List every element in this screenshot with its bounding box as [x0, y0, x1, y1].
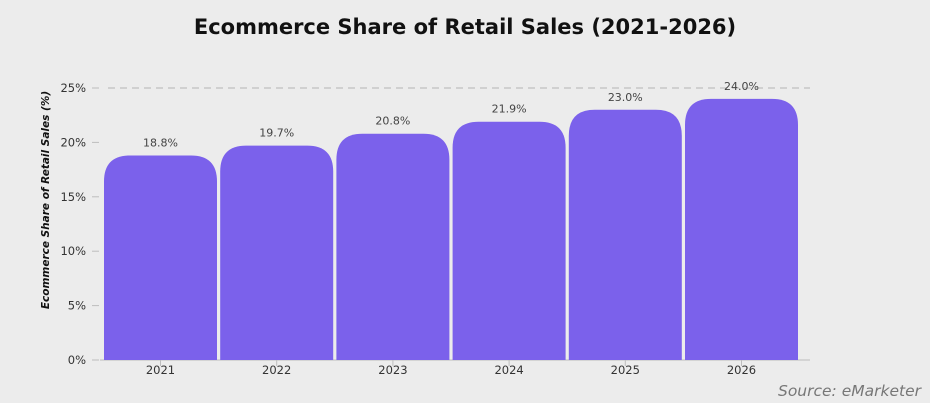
x-tick-label-2021: 2021	[146, 363, 175, 377]
data-label-2023: 20.8%	[375, 115, 410, 128]
x-tick-label-2022: 2022	[262, 363, 291, 377]
y-axis-label: Ecommerce Share of Retail Sales (%)	[40, 91, 52, 309]
data-label-2024: 21.9%	[492, 103, 527, 116]
y-tick-label: 15%	[60, 190, 86, 204]
x-axis: 2021 2022 2023 2024 2025 2026	[146, 360, 756, 377]
y-tick-label: 5%	[68, 299, 86, 313]
bar-2021	[104, 155, 217, 360]
bar-2023	[336, 133, 450, 360]
y-axis: 0% 5% 10% 15% 20% 25%	[60, 81, 99, 367]
y-tick-label: 25%	[60, 81, 86, 95]
bar-2025	[568, 109, 682, 360]
y-tick-label: 20%	[60, 135, 86, 149]
data-label-2025: 23.0%	[608, 91, 643, 104]
y-tick-label: 10%	[60, 244, 86, 258]
x-tick-label-2023: 2023	[378, 363, 407, 377]
source-note: Source: eMarketer	[778, 382, 923, 400]
bar-2026	[685, 98, 798, 360]
data-label-2022: 19.7%	[259, 127, 294, 140]
bar-2022	[220, 145, 334, 360]
y-tick-label: 0%	[68, 353, 86, 367]
bars: 18.8% 19.7% 20.8% 21.9% 23.0% 24.0%	[104, 80, 798, 360]
data-label-2021: 18.8%	[143, 136, 178, 149]
x-tick-label-2024: 2024	[494, 363, 523, 377]
bar-2024	[452, 121, 566, 360]
chart-title: Ecommerce Share of Retail Sales (2021-20…	[194, 15, 736, 39]
x-tick-label-2026: 2026	[727, 363, 756, 377]
data-label-2026: 24.0%	[724, 80, 759, 93]
x-tick-label-2025: 2025	[611, 363, 640, 377]
